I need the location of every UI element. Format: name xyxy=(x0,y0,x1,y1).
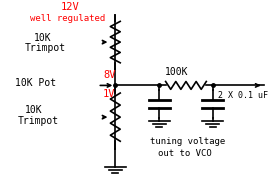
Text: Trimpot: Trimpot xyxy=(25,43,66,53)
Text: 2 X 0.1 uF: 2 X 0.1 uF xyxy=(218,91,268,100)
Text: 10K Pot: 10K Pot xyxy=(15,78,56,88)
Text: 12V: 12V xyxy=(60,2,79,12)
Text: 1V: 1V xyxy=(103,89,115,99)
Text: out to VCO: out to VCO xyxy=(158,149,212,158)
Text: Trimpot: Trimpot xyxy=(18,116,59,126)
Text: tuning voltage: tuning voltage xyxy=(150,137,225,146)
Text: 10K: 10K xyxy=(25,105,42,115)
Text: well regulated: well regulated xyxy=(30,14,106,23)
Text: 10K: 10K xyxy=(34,33,52,43)
Text: 8V: 8V xyxy=(103,70,115,80)
Text: 100K: 100K xyxy=(165,67,188,77)
